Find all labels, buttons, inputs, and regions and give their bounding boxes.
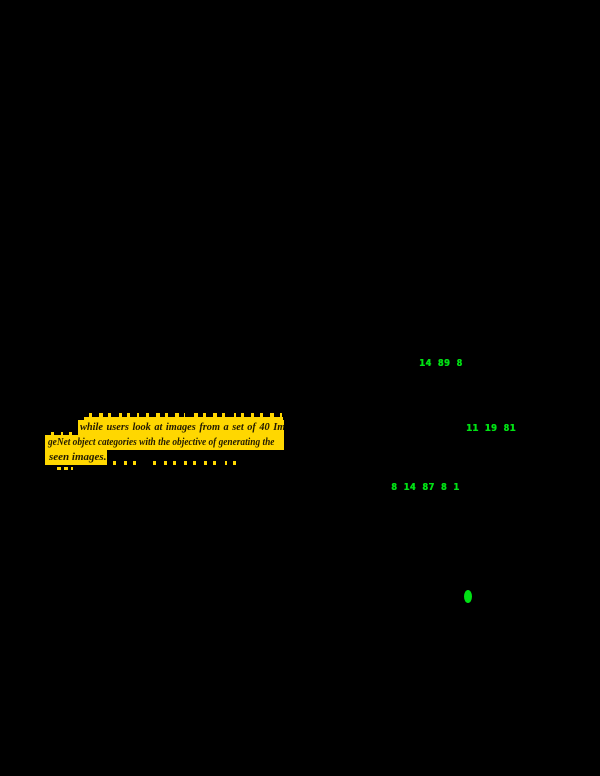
green-number-label: 11 19 81 [466,423,516,434]
highlight-fragment [57,467,73,470]
redacted-text-block [45,420,78,435]
green-number-label: 14 89 8 [419,358,463,369]
green-dot-icon [464,590,472,603]
green-number-label: 8 14 87 8 1 [391,482,460,493]
overlapping-glyphs-mask [84,413,283,417]
overlapping-glyphs-mask [107,461,241,465]
highlight-text: seen images. [49,451,107,463]
highlight-top-edge [84,413,283,420]
highlight-line-2: geNet object categories with the objecti… [45,435,284,450]
highlight-line-1: while users look at images from a set of… [45,420,284,435]
highlight-text: geNet object categories with the objecti… [48,436,275,448]
highlight-line-3: seen images. [45,450,241,465]
highlight-text: while users look at images from a set of… [80,421,284,433]
overlapping-text-mask [107,450,241,461]
